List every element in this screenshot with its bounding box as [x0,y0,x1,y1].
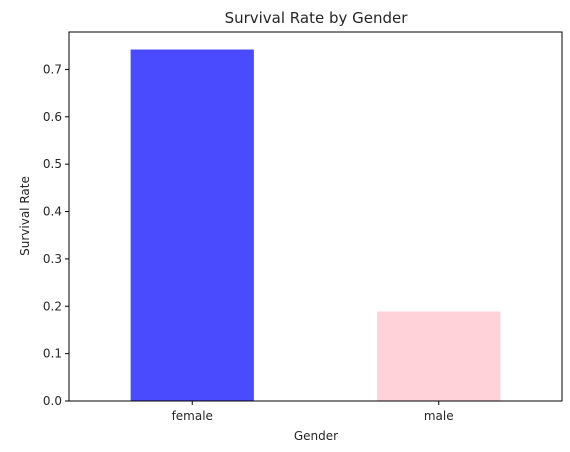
x-tick-label-female: female [172,409,213,423]
y-tick-label: 0.5 [43,157,62,171]
y-tick-label: 0.1 [43,347,62,361]
x-tick-label-male: male [424,409,454,423]
y-tick-label: 0.3 [43,252,62,266]
y-tick-label: 0.4 [43,205,62,219]
y-tick-label: 0.2 [43,299,62,313]
y-tick-label: 0.7 [43,62,62,76]
bars-group [130,49,501,402]
bar-female [130,49,254,402]
y-axis-label: Survival Rate [18,176,32,256]
chart-title: Survival Rate by Gender [225,9,409,27]
x-axis-ticks: female male [172,401,454,423]
bar-male [377,311,501,401]
y-axis-ticks: 0.0 0.1 0.2 0.3 0.4 0.5 0.6 0.7 [43,62,69,408]
plot-frame [68,31,563,402]
x-axis-label: Gender [294,429,338,443]
y-tick-label: 0.6 [43,110,62,124]
y-tick-label: 0.0 [43,394,62,408]
